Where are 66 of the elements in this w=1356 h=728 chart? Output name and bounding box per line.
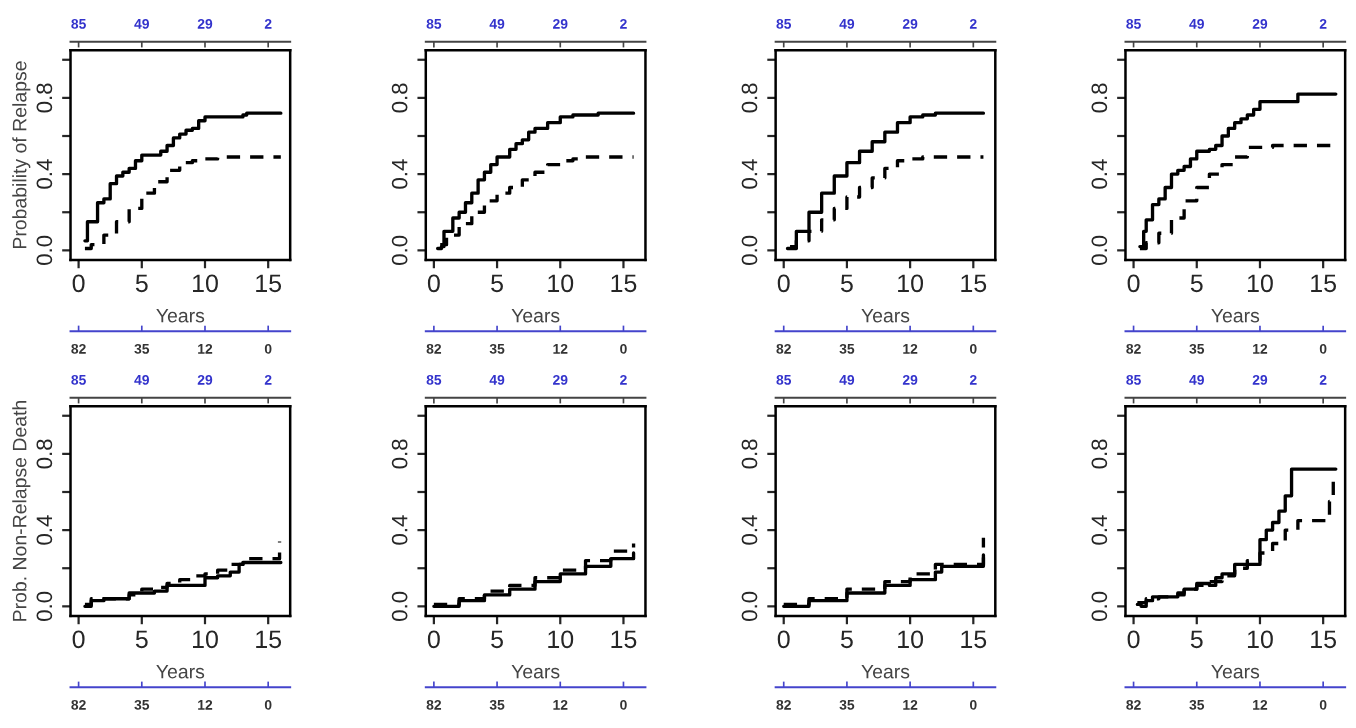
- x-tick-label: 10: [898, 630, 924, 649]
- y-tick-label: 0.8: [741, 83, 758, 113]
- x-axis-title: Years: [861, 664, 910, 679]
- y-tick-label: 0.0: [741, 591, 758, 621]
- y-tick-label: 0.4: [36, 515, 53, 545]
- x-tick-label: 5: [491, 630, 503, 649]
- x-tick-label: 0: [427, 274, 440, 293]
- x-tick-label: 0: [72, 630, 85, 649]
- x-axis-title: Years: [511, 664, 560, 679]
- x-tick-label: 5: [840, 630, 853, 649]
- y-tick-label: 0.8: [36, 83, 53, 113]
- x-axis-title: Years: [156, 664, 205, 679]
- y-tick-label: 0.4: [741, 159, 758, 189]
- y-tick-label: 0.8: [36, 439, 53, 469]
- x-tick-label: 15: [256, 630, 282, 649]
- x-tick-label: 0: [72, 274, 85, 293]
- x-tick-label: 10: [898, 274, 924, 293]
- x-tick-label: 0: [777, 274, 790, 293]
- x-tick-label: 0: [1127, 274, 1140, 293]
- y-axis-title: Prob. Non-Relapse Death: [12, 400, 31, 621]
- x-tick-label: 15: [256, 274, 282, 293]
- x-tick-label: 5: [840, 274, 853, 293]
- x-tick-label: 5: [1190, 630, 1203, 649]
- y-tick-label: 0.0: [1091, 591, 1108, 621]
- y-tick-label: 0.4: [1091, 159, 1108, 189]
- y-tick-label: 0.0: [36, 591, 53, 621]
- y-tick-label: 0.0: [391, 591, 408, 621]
- x-tick-label: 0: [1127, 630, 1140, 649]
- y-tick-label: 0.4: [391, 515, 408, 545]
- x-axis-title: Years: [1211, 308, 1260, 323]
- x-axis-title: Years: [1211, 664, 1260, 679]
- y-tick-label: 0.0: [741, 235, 758, 265]
- x-tick-label: 15: [1311, 274, 1337, 293]
- x-axis-title: Years: [861, 308, 910, 323]
- y-tick-label: 0.4: [1091, 515, 1108, 545]
- y-tick-label: 0.0: [1091, 235, 1108, 265]
- x-tick-label: 10: [548, 630, 574, 649]
- y-tick-label: 0.0: [36, 235, 53, 265]
- x-tick-label: 15: [961, 630, 987, 649]
- x-axis-title: Years: [156, 308, 205, 323]
- y-tick-label: 0.8: [1091, 83, 1108, 113]
- x-tick-label: 10: [193, 274, 218, 293]
- x-tick-label: 0: [427, 630, 440, 649]
- y-tick-label: 0.8: [391, 83, 408, 113]
- y-tick-label: 0.8: [741, 439, 758, 469]
- y-axis-title: Probability of Relapse: [12, 61, 31, 249]
- y-tick-label: 0.8: [391, 439, 408, 469]
- y-tick-label: 0.4: [741, 515, 758, 545]
- x-tick-label: 10: [1247, 630, 1273, 649]
- x-tick-label: 5: [135, 630, 148, 649]
- x-tick-label: 5: [1190, 274, 1203, 293]
- x-tick-label: 15: [961, 274, 987, 293]
- x-tick-label: 5: [491, 274, 503, 293]
- x-tick-label: 5: [135, 274, 148, 293]
- y-tick-label: 0.4: [391, 159, 408, 189]
- y-tick-label: 0.8: [1091, 439, 1108, 469]
- x-tick-label: 10: [193, 630, 218, 649]
- x-tick-label: 15: [611, 274, 637, 293]
- x-tick-label: 10: [548, 274, 574, 293]
- y-tick-label: 0.0: [391, 235, 408, 265]
- x-tick-label: 0: [777, 630, 790, 649]
- x-tick-label: 15: [611, 630, 637, 649]
- y-tick-label: 0.4: [36, 159, 53, 189]
- x-tick-label: 10: [1247, 274, 1273, 293]
- x-axis-title: Years: [511, 308, 560, 323]
- x-tick-label: 15: [1311, 630, 1337, 649]
